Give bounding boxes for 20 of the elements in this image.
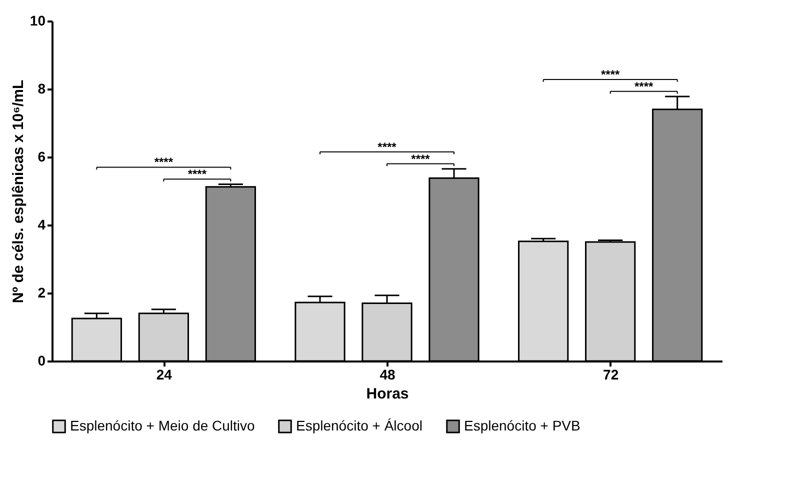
- y-tick-label: 0: [38, 352, 46, 368]
- legend-label: Esplenócito + Álcool: [296, 417, 422, 434]
- x-tick-label: 72: [603, 366, 619, 382]
- y-axis-title: Nº de céls. esplênicas x 10⁶/mL: [10, 80, 27, 304]
- y-tick-label: 8: [38, 80, 46, 96]
- legend-label: Esplenócito + PVB: [464, 417, 580, 434]
- x-axis-title: Horas: [366, 386, 409, 402]
- y-tick-label: 2: [38, 284, 46, 300]
- y-tick-label: 4: [38, 216, 46, 232]
- annotation: ****: [634, 79, 654, 94]
- annotation: ****: [411, 152, 430, 166]
- legend-label: Esplenócito + Meio de Cultivo: [70, 417, 256, 434]
- x-tick-label: 48: [380, 366, 396, 382]
- y-tick-label: 10: [30, 12, 46, 28]
- annotation: ****: [600, 67, 620, 82]
- annotation: ****: [378, 140, 397, 154]
- y-tick-label: 6: [38, 148, 46, 164]
- annotation: ****: [154, 155, 174, 170]
- x-tick-label: 24: [156, 366, 172, 382]
- annotation: ****: [188, 167, 207, 182]
